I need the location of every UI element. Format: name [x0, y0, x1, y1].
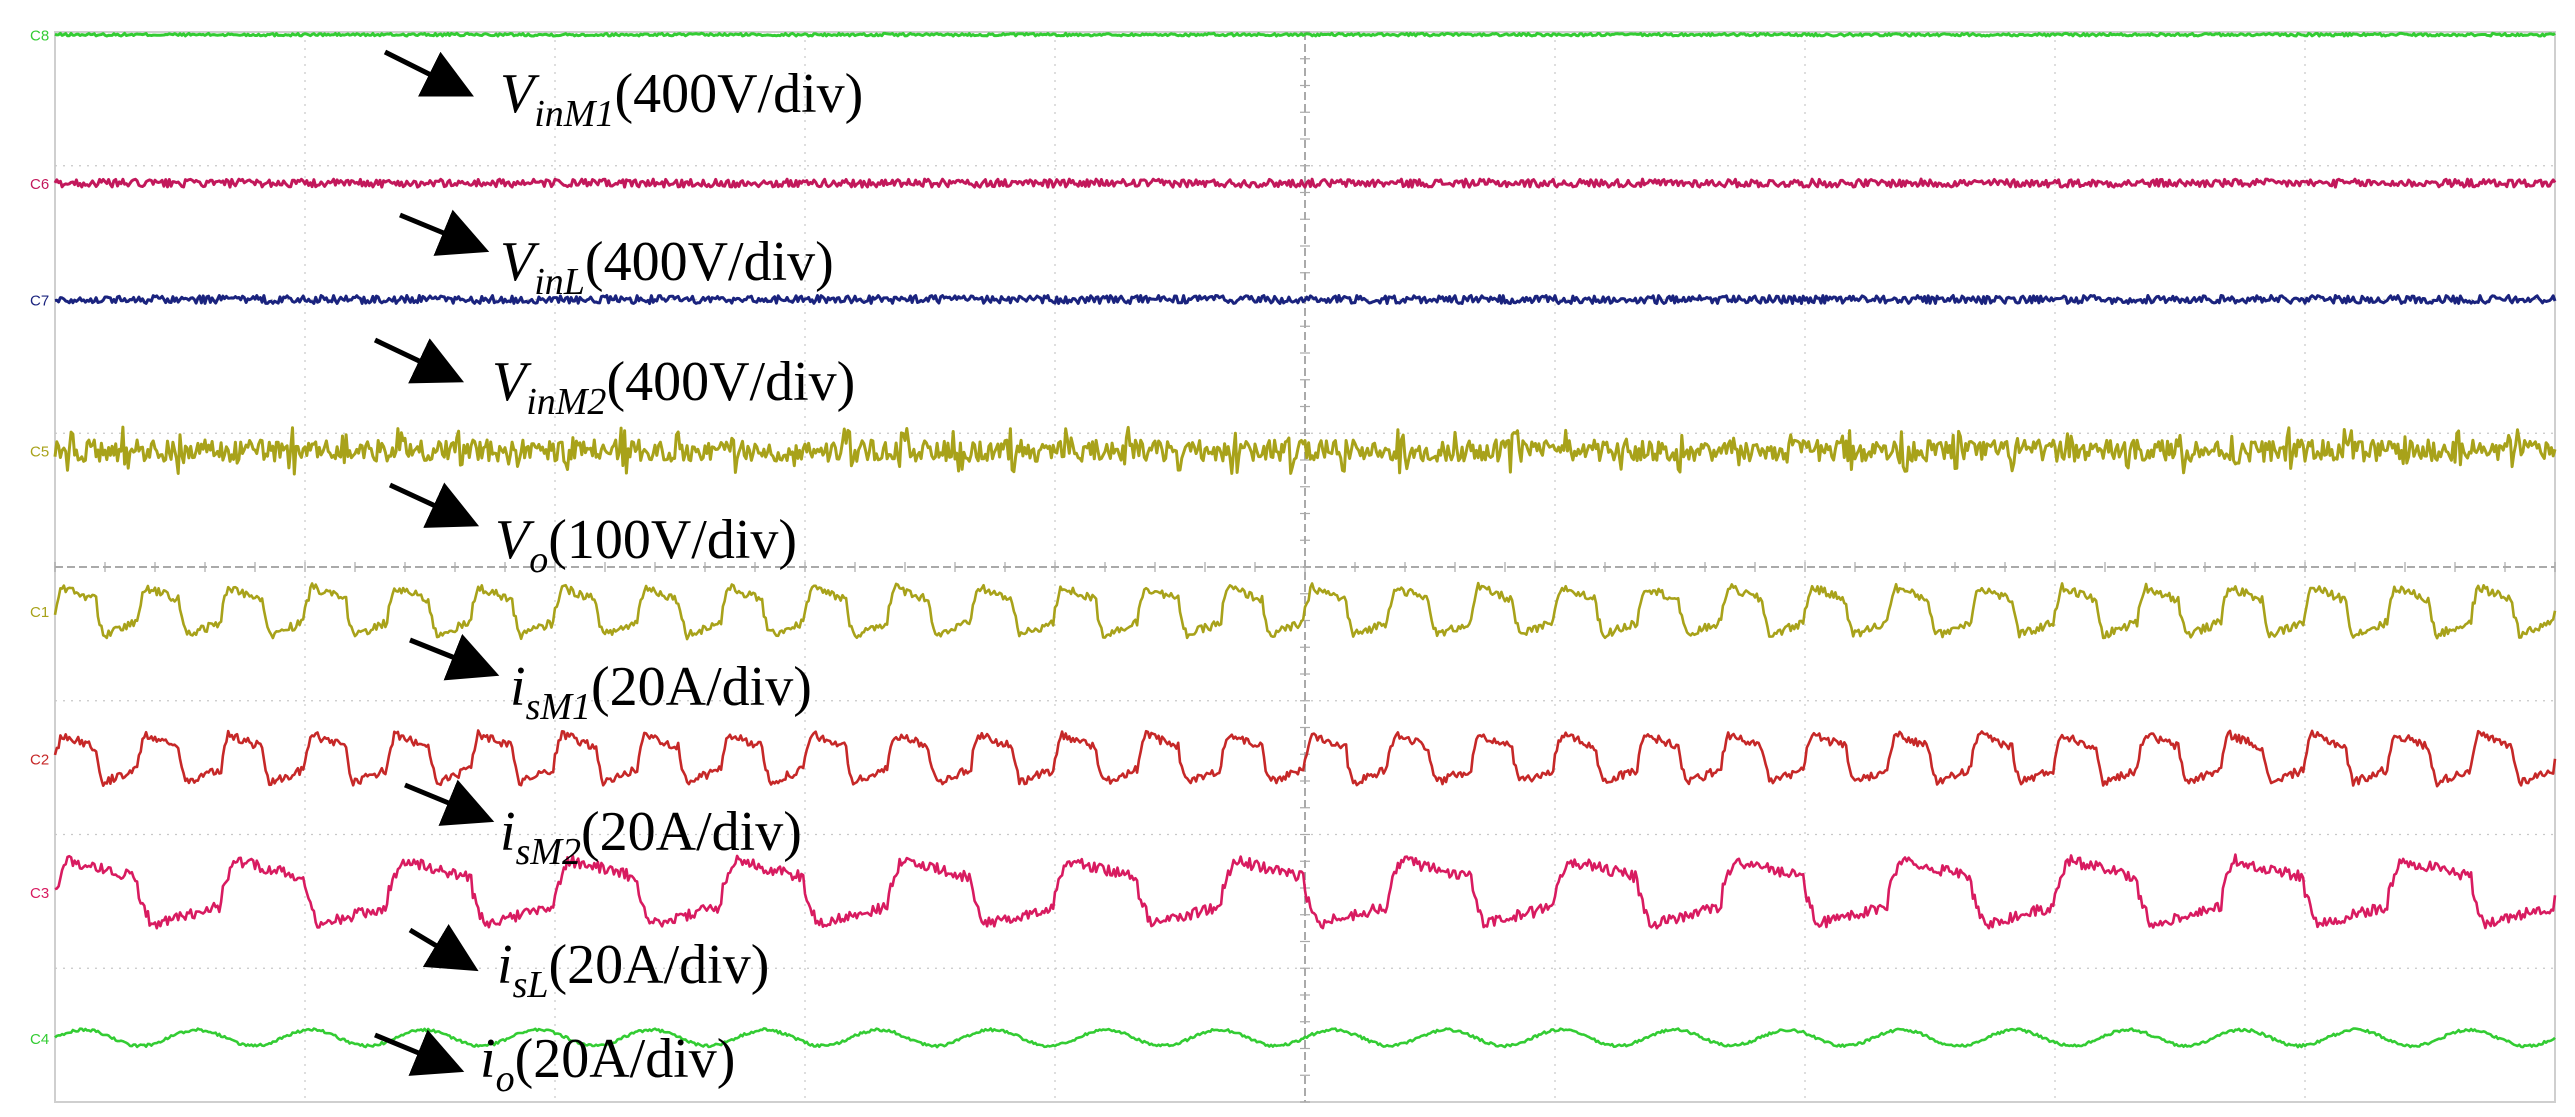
trace-c4: [54, 1027, 2556, 1049]
label-scale: (20A/div): [548, 934, 769, 996]
trace-label-c7: VinM2(400V/div): [492, 351, 855, 423]
trace-label-c5: Vo(100V/div): [495, 509, 797, 581]
label-arrow: [373, 337, 465, 384]
label-scale: (400V/div): [614, 63, 863, 125]
label-variable: V: [500, 63, 540, 125]
channel-tag-c4: C4: [30, 1031, 49, 1048]
channel-tag-c7: C7: [30, 293, 49, 310]
label-arrow: [404, 779, 495, 826]
label-variable: i: [510, 656, 526, 718]
label-subscript: sM1: [526, 686, 591, 728]
label-scale: (20A/div): [591, 656, 812, 718]
label-scale: (400V/div): [606, 351, 855, 413]
channel-tag-c6: C6: [30, 176, 49, 193]
trace-label-c3: isL(20A/div): [497, 934, 769, 1006]
label-arrow: [409, 633, 500, 681]
label-subscript: o: [496, 1058, 515, 1100]
label-scale: (400V/div): [585, 231, 834, 293]
label-arrow: [374, 1029, 465, 1076]
trace-c2: [53, 729, 2557, 788]
label-scale: (20A/div): [515, 1028, 736, 1090]
trace-c6: [53, 177, 2557, 189]
trace-c5: [53, 425, 2557, 476]
trace-label-c2: isM2(20A/div): [500, 801, 802, 873]
label-variable: i: [480, 1028, 496, 1090]
channel-tag-c3: C3: [30, 885, 49, 902]
label-variable: V: [492, 351, 532, 413]
label-variable: V: [500, 231, 540, 293]
channel-tag-c8: C8: [30, 28, 49, 45]
trace-label-c1: isM1(20A/div): [510, 656, 812, 728]
trace-label-c8: VinM1(400V/div): [500, 63, 863, 135]
trace-labels: VinM1(400V/div)VinL(400V/div)VinM2(400V/…: [373, 49, 863, 1100]
label-arrow: [408, 923, 479, 972]
trace-c3: [54, 853, 2557, 930]
traces: [53, 31, 2557, 1049]
trace-label-c4: io(20A/div): [480, 1028, 735, 1100]
channel-tags: C8 C6 C7 C5 C1 C2 C3 C4: [30, 28, 49, 1048]
label-variable: i: [500, 801, 516, 863]
channel-tag-c2: C2: [30, 751, 49, 768]
label-arrow: [383, 49, 474, 97]
label-variable: i: [497, 934, 513, 996]
trace-c1: [53, 581, 2557, 641]
trace-c8: [54, 31, 2556, 38]
label-variable: V: [495, 509, 535, 571]
channel-tag-c5: C5: [30, 444, 49, 461]
label-subscript: sL: [513, 964, 549, 1006]
label-subscript: o: [529, 539, 548, 581]
label-subscript: sM2: [516, 831, 581, 873]
trace-label-c6: VinL(400V/div): [500, 231, 834, 303]
label-arrow: [388, 482, 480, 528]
trace-c7: [54, 294, 2557, 305]
label-scale: (20A/div): [581, 801, 802, 863]
channel-tag-c1: C1: [30, 604, 49, 621]
label-subscript: inM2: [526, 381, 606, 423]
label-subscript: inL: [534, 261, 585, 303]
label-arrow: [399, 209, 490, 256]
label-scale: (100V/div): [548, 509, 797, 571]
label-subscript: inM1: [534, 93, 614, 135]
